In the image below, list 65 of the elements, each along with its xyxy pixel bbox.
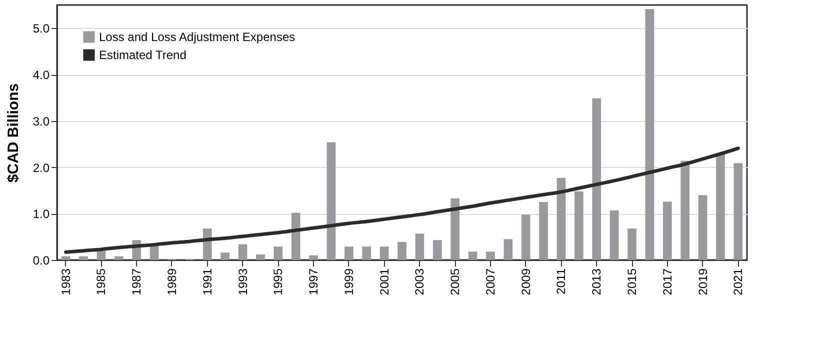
bar (592, 98, 602, 260)
bar (556, 178, 566, 260)
x-tick-label: 1993 (236, 268, 250, 296)
x-tick-label: 2001 (377, 268, 392, 296)
bar (309, 255, 318, 260)
bar (468, 252, 478, 260)
x-tick-label: 2021 (731, 268, 746, 296)
bar (662, 202, 672, 260)
legend-label: Loss and Loss Adjustment Expenses (99, 30, 296, 44)
bar (450, 198, 460, 260)
x-tick-label: 1985 (94, 268, 108, 296)
bar (539, 202, 548, 260)
bar (61, 256, 70, 260)
bar (398, 242, 406, 260)
bar (645, 9, 654, 260)
bar (680, 160, 690, 260)
x-tick-label: 1991 (200, 268, 214, 296)
bar (114, 256, 124, 260)
x-tick-label: 2017 (660, 268, 674, 296)
x-tick-label: 1999 (342, 268, 356, 296)
bar (486, 252, 495, 260)
y-tick-label: 4.0 (32, 68, 50, 82)
y-tick-label: 1.0 (32, 207, 50, 222)
bar (698, 195, 708, 260)
bar (716, 154, 725, 260)
legend-label: Estimated Trend (99, 48, 186, 62)
x-tick-label: 2007 (483, 268, 498, 296)
x-tick-label: 2013 (590, 268, 604, 296)
x-tick-label: 1997 (306, 268, 321, 296)
bar (415, 234, 424, 260)
bar (220, 252, 230, 260)
x-tick-label: 2011 (554, 268, 568, 294)
bar (362, 246, 372, 260)
bar (574, 191, 584, 260)
bar (504, 239, 513, 260)
x-tick-label: 2003 (412, 268, 427, 296)
x-tick-label: 2015 (625, 268, 639, 296)
bar (344, 246, 354, 260)
bar (256, 254, 265, 260)
x-tick-label: 2009 (518, 268, 533, 296)
bar (380, 246, 389, 260)
bar (150, 246, 159, 260)
y-axis-title: $CAD Billions (4, 83, 22, 183)
x-tick-label: 1983 (58, 268, 73, 296)
x-tick-label: 2019 (696, 268, 710, 296)
line-series (64, 146, 740, 254)
bar (79, 256, 88, 260)
x-tick-label: 2005 (448, 268, 462, 296)
bar (238, 244, 248, 260)
bar (734, 163, 743, 260)
bar (610, 210, 619, 260)
bar (96, 250, 106, 260)
y-tick-label: 3.0 (32, 114, 50, 128)
x-tick-label: 1989 (165, 268, 179, 296)
bar (326, 142, 336, 260)
bar (291, 212, 300, 260)
x-tick-label: 1987 (130, 268, 144, 296)
x-tick-label: 1995 (271, 268, 286, 296)
bar (432, 240, 442, 260)
y-tick-label: 0.0 (32, 254, 50, 268)
bar (521, 214, 530, 260)
y-tick-label: 2.0 (32, 160, 50, 175)
bar (274, 246, 283, 260)
bar (628, 228, 636, 260)
y-tick-label: 5.0 (32, 22, 50, 36)
